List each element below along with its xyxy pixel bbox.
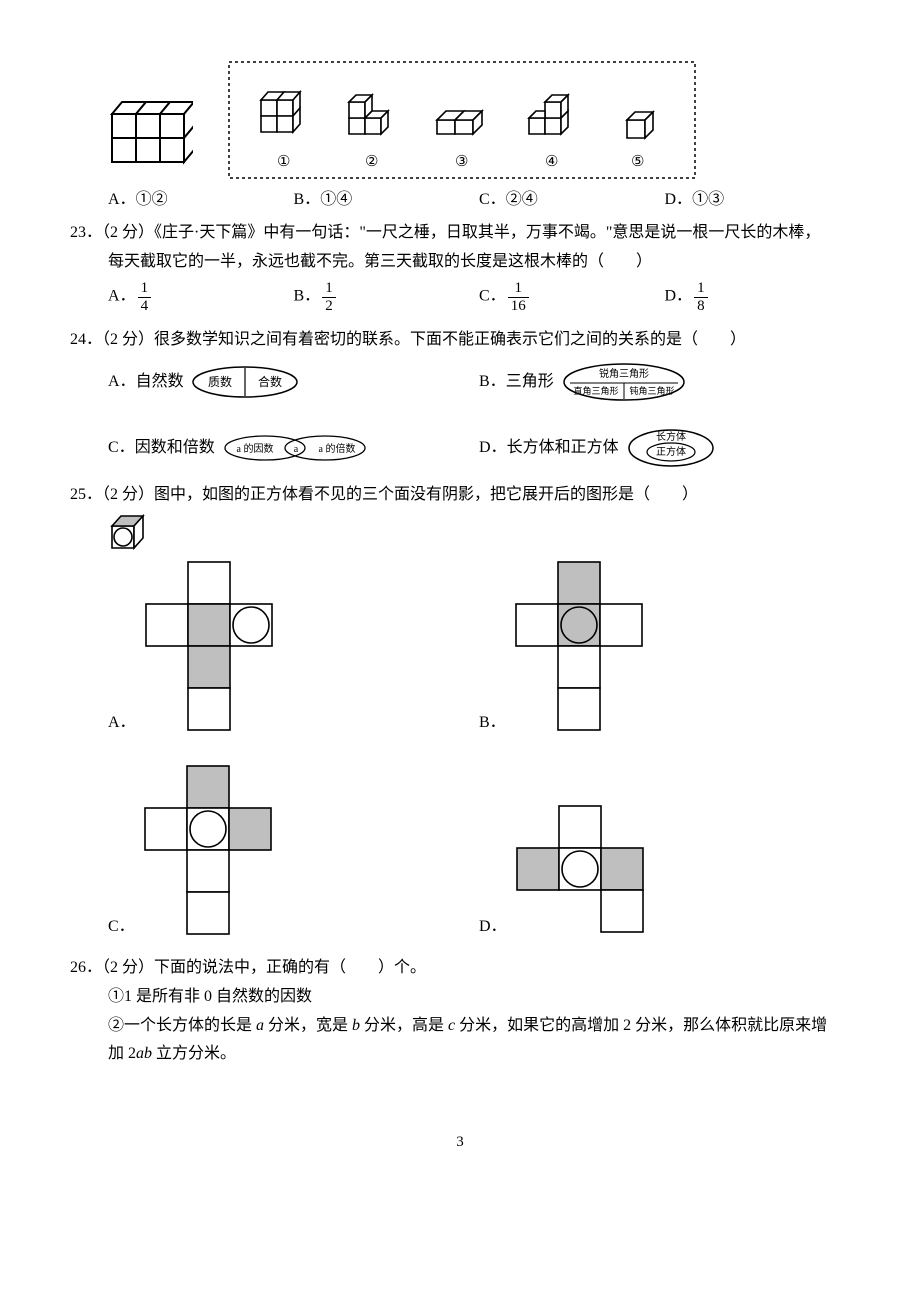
svg-text:钝角三角形: 钝角三角形 — [629, 385, 674, 396]
q22-opt-d-text: ①③ — [692, 191, 724, 208]
q23-a-num: 1 — [138, 280, 152, 298]
svg-text:正方体: 正方体 — [656, 445, 686, 458]
q24-t: 很多数学知识之间有着密切的联系。下面不能正确表示它们之间的关系的是（ ） — [154, 331, 746, 348]
q23-opt-c[interactable]: C．116 — [479, 280, 665, 314]
q25-opt-d[interactable]: D． — [479, 762, 850, 942]
q25-options: A． B． C． D． — [70, 558, 850, 942]
svg-text:①: ① — [277, 154, 290, 170]
q22-opt-b[interactable]: B．①④ — [294, 186, 480, 215]
q25-net-c — [141, 762, 281, 942]
q25: 25．（2 分）图中，如图的正方体看不见的三个面没有阴影，把它展开后的图形是（ … — [70, 481, 850, 942]
q25-pts: （2 分） — [102, 486, 154, 503]
q24-b-label: 三角形 — [506, 373, 554, 390]
q26-t: 下面的说法中，正确的有（ ）个。 — [154, 959, 426, 976]
q26-line1: 26．（2 分）下面的说法中，正确的有（ ）个。 — [70, 954, 850, 983]
svg-text:锐角三角形: 锐角三角形 — [599, 367, 649, 380]
q24-b-diagram: 锐角三角形 直角三角形 钝角三角形 — [560, 361, 688, 403]
q22-opt-c[interactable]: C．②④ — [479, 186, 665, 215]
q26-i2-m1: 分米，宽是 — [264, 1017, 352, 1034]
q24-options: A．自然数 质数 合数 B．三角形 锐角三角形 直角三角形 钝角三角形 C．因数… — [70, 361, 850, 469]
q23-opt-b[interactable]: B．12 — [294, 280, 480, 314]
svg-text:a 的因数: a 的因数 — [236, 442, 273, 455]
q26-i2-pre: ②一个长方体的长是 — [108, 1017, 256, 1034]
svg-text:a 的倍数: a 的倍数 — [318, 442, 355, 455]
q24-a-diagram: 质数 合数 — [190, 364, 300, 400]
q25-net-a — [142, 558, 282, 738]
q26-i2-l1: ②一个长方体的长是 a 分米，宽是 b 分米，高是 c 分米，如果它的高增加 2… — [70, 1012, 850, 1041]
q22-opt-b-text: ①④ — [320, 191, 352, 208]
q24-pts: （2 分） — [102, 331, 154, 348]
q25-opt-b[interactable]: B． — [479, 558, 850, 738]
svg-text:质数: 质数 — [208, 374, 232, 389]
q25-line1: 25．（2 分）图中，如图的正方体看不见的三个面没有阴影，把它展开后的图形是（ … — [70, 481, 850, 510]
svg-text:④: ④ — [545, 154, 558, 170]
q25-net-b — [512, 558, 652, 738]
q25-t: 图中，如图的正方体看不见的三个面没有阴影，把它展开后的图形是（ ） — [154, 486, 698, 503]
q24-c-diagram: a 的因数 a a 的倍数 — [221, 433, 371, 463]
q25-num: 25 — [70, 486, 86, 503]
q24-d-diagram: 长方体 正方体 — [625, 427, 717, 469]
q26-i2-b: b — [352, 1017, 360, 1034]
q24-opt-b[interactable]: B．三角形 锐角三角形 直角三角形 钝角三角形 — [479, 361, 850, 403]
q26-i2-l2pre: 加 2 — [108, 1045, 136, 1062]
q24-num: 24 — [70, 331, 86, 348]
q26-num: 26 — [70, 959, 86, 976]
q26-pts: （2 分） — [102, 959, 154, 976]
q23-b-den: 2 — [322, 298, 336, 315]
q24-opt-a[interactable]: A．自然数 质数 合数 — [108, 361, 479, 403]
q23-b-num: 1 — [322, 280, 336, 298]
q25-opt-c[interactable]: C． — [108, 762, 479, 942]
svg-text:②: ② — [365, 154, 378, 170]
q24: 24．（2 分）很多数学知识之间有着密切的联系。下面不能正确表示它们之间的关系的… — [70, 326, 850, 469]
q23-c-den: 16 — [508, 298, 529, 315]
q24-opt-d[interactable]: D．长方体和正方体 长方体 正方体 — [479, 427, 850, 469]
q23-pts: （2 分） — [102, 224, 154, 241]
q22-opt-c-text: ②④ — [506, 191, 538, 208]
q26-i2-l2post: 立方分米。 — [152, 1045, 236, 1062]
q26-i2-l2: 加 2ab 立方分米。 — [70, 1040, 850, 1069]
svg-text:合数: 合数 — [258, 374, 282, 389]
q23-c-num: 1 — [508, 280, 529, 298]
q26-i2-m3: 分米，如果它的高增加 2 分米，那么体积就比原来增 — [455, 1017, 827, 1034]
q22-options: A．①② B．①④ C．②④ D．①③ — [70, 186, 850, 215]
q26-i1: ①1 是所有非 0 自然数的因数 — [70, 983, 850, 1012]
q25-cube-icon — [108, 510, 148, 552]
q23-d-num: 1 — [694, 280, 708, 298]
q23-options: A．14 B．12 C．116 D．18 — [70, 280, 850, 314]
svg-text:⑤: ⑤ — [631, 154, 644, 170]
q26: 26．（2 分）下面的说法中，正确的有（ ）个。 ①1 是所有非 0 自然数的因… — [70, 954, 850, 1069]
q22-opt-d[interactable]: D．①③ — [665, 186, 851, 215]
q23-opt-d[interactable]: D．18 — [665, 280, 851, 314]
svg-text:长方体: 长方体 — [656, 430, 686, 443]
q23-line2: 每天截取它的一半，永远也截不完。第三天截取的长度是这根木棒的（ ） — [70, 248, 850, 277]
q26-i2-ab: ab — [136, 1045, 152, 1062]
q23-num: 23 — [70, 224, 86, 241]
top-figure-row: ① ② ③ ④ ⑤ — [70, 60, 850, 180]
q26-i2-m2: 分米，高是 — [360, 1017, 448, 1034]
q23-d-den: 8 — [694, 298, 708, 315]
q24-line1: 24．（2 分）很多数学知识之间有着密切的联系。下面不能正确表示它们之间的关系的… — [70, 326, 850, 355]
q22-opt-a-text: ①② — [136, 191, 168, 208]
q25-cube-icon-wrap — [70, 510, 850, 552]
q22-opt-a[interactable]: A．①② — [108, 186, 294, 215]
q23-t1: 《庄子·天下篇》中有一句话："一尺之棰，日取其半，万事不竭。"意思是说一根一尺长… — [154, 224, 820, 241]
q25-opt-a[interactable]: A． — [108, 558, 479, 738]
q23-line1: 23．（2 分）《庄子·天下篇》中有一句话："一尺之棰，日取其半，万事不竭。"意… — [70, 219, 850, 248]
q23: 23．（2 分）《庄子·天下篇》中有一句话："一尺之棰，日取其半，万事不竭。"意… — [70, 219, 850, 315]
cube-block-figure — [98, 88, 193, 180]
q24-opt-c[interactable]: C．因数和倍数 a 的因数 a a 的倍数 — [108, 427, 479, 469]
q24-d-label: 长方体和正方体 — [507, 439, 619, 456]
q24-c-label: 因数和倍数 — [135, 439, 215, 456]
svg-text:③: ③ — [455, 154, 468, 170]
q25-net-d — [513, 802, 653, 942]
q23-opt-a[interactable]: A．14 — [108, 280, 294, 314]
svg-text:a: a — [293, 444, 298, 455]
page-number: 3 — [70, 1129, 850, 1156]
q23-a-den: 4 — [138, 298, 152, 315]
options-dashed-box: ① ② ③ ④ ⑤ — [227, 60, 697, 180]
q26-i2-a: a — [256, 1017, 264, 1034]
q24-a-label: 自然数 — [136, 373, 184, 390]
svg-text:直角三角形: 直角三角形 — [573, 385, 618, 396]
